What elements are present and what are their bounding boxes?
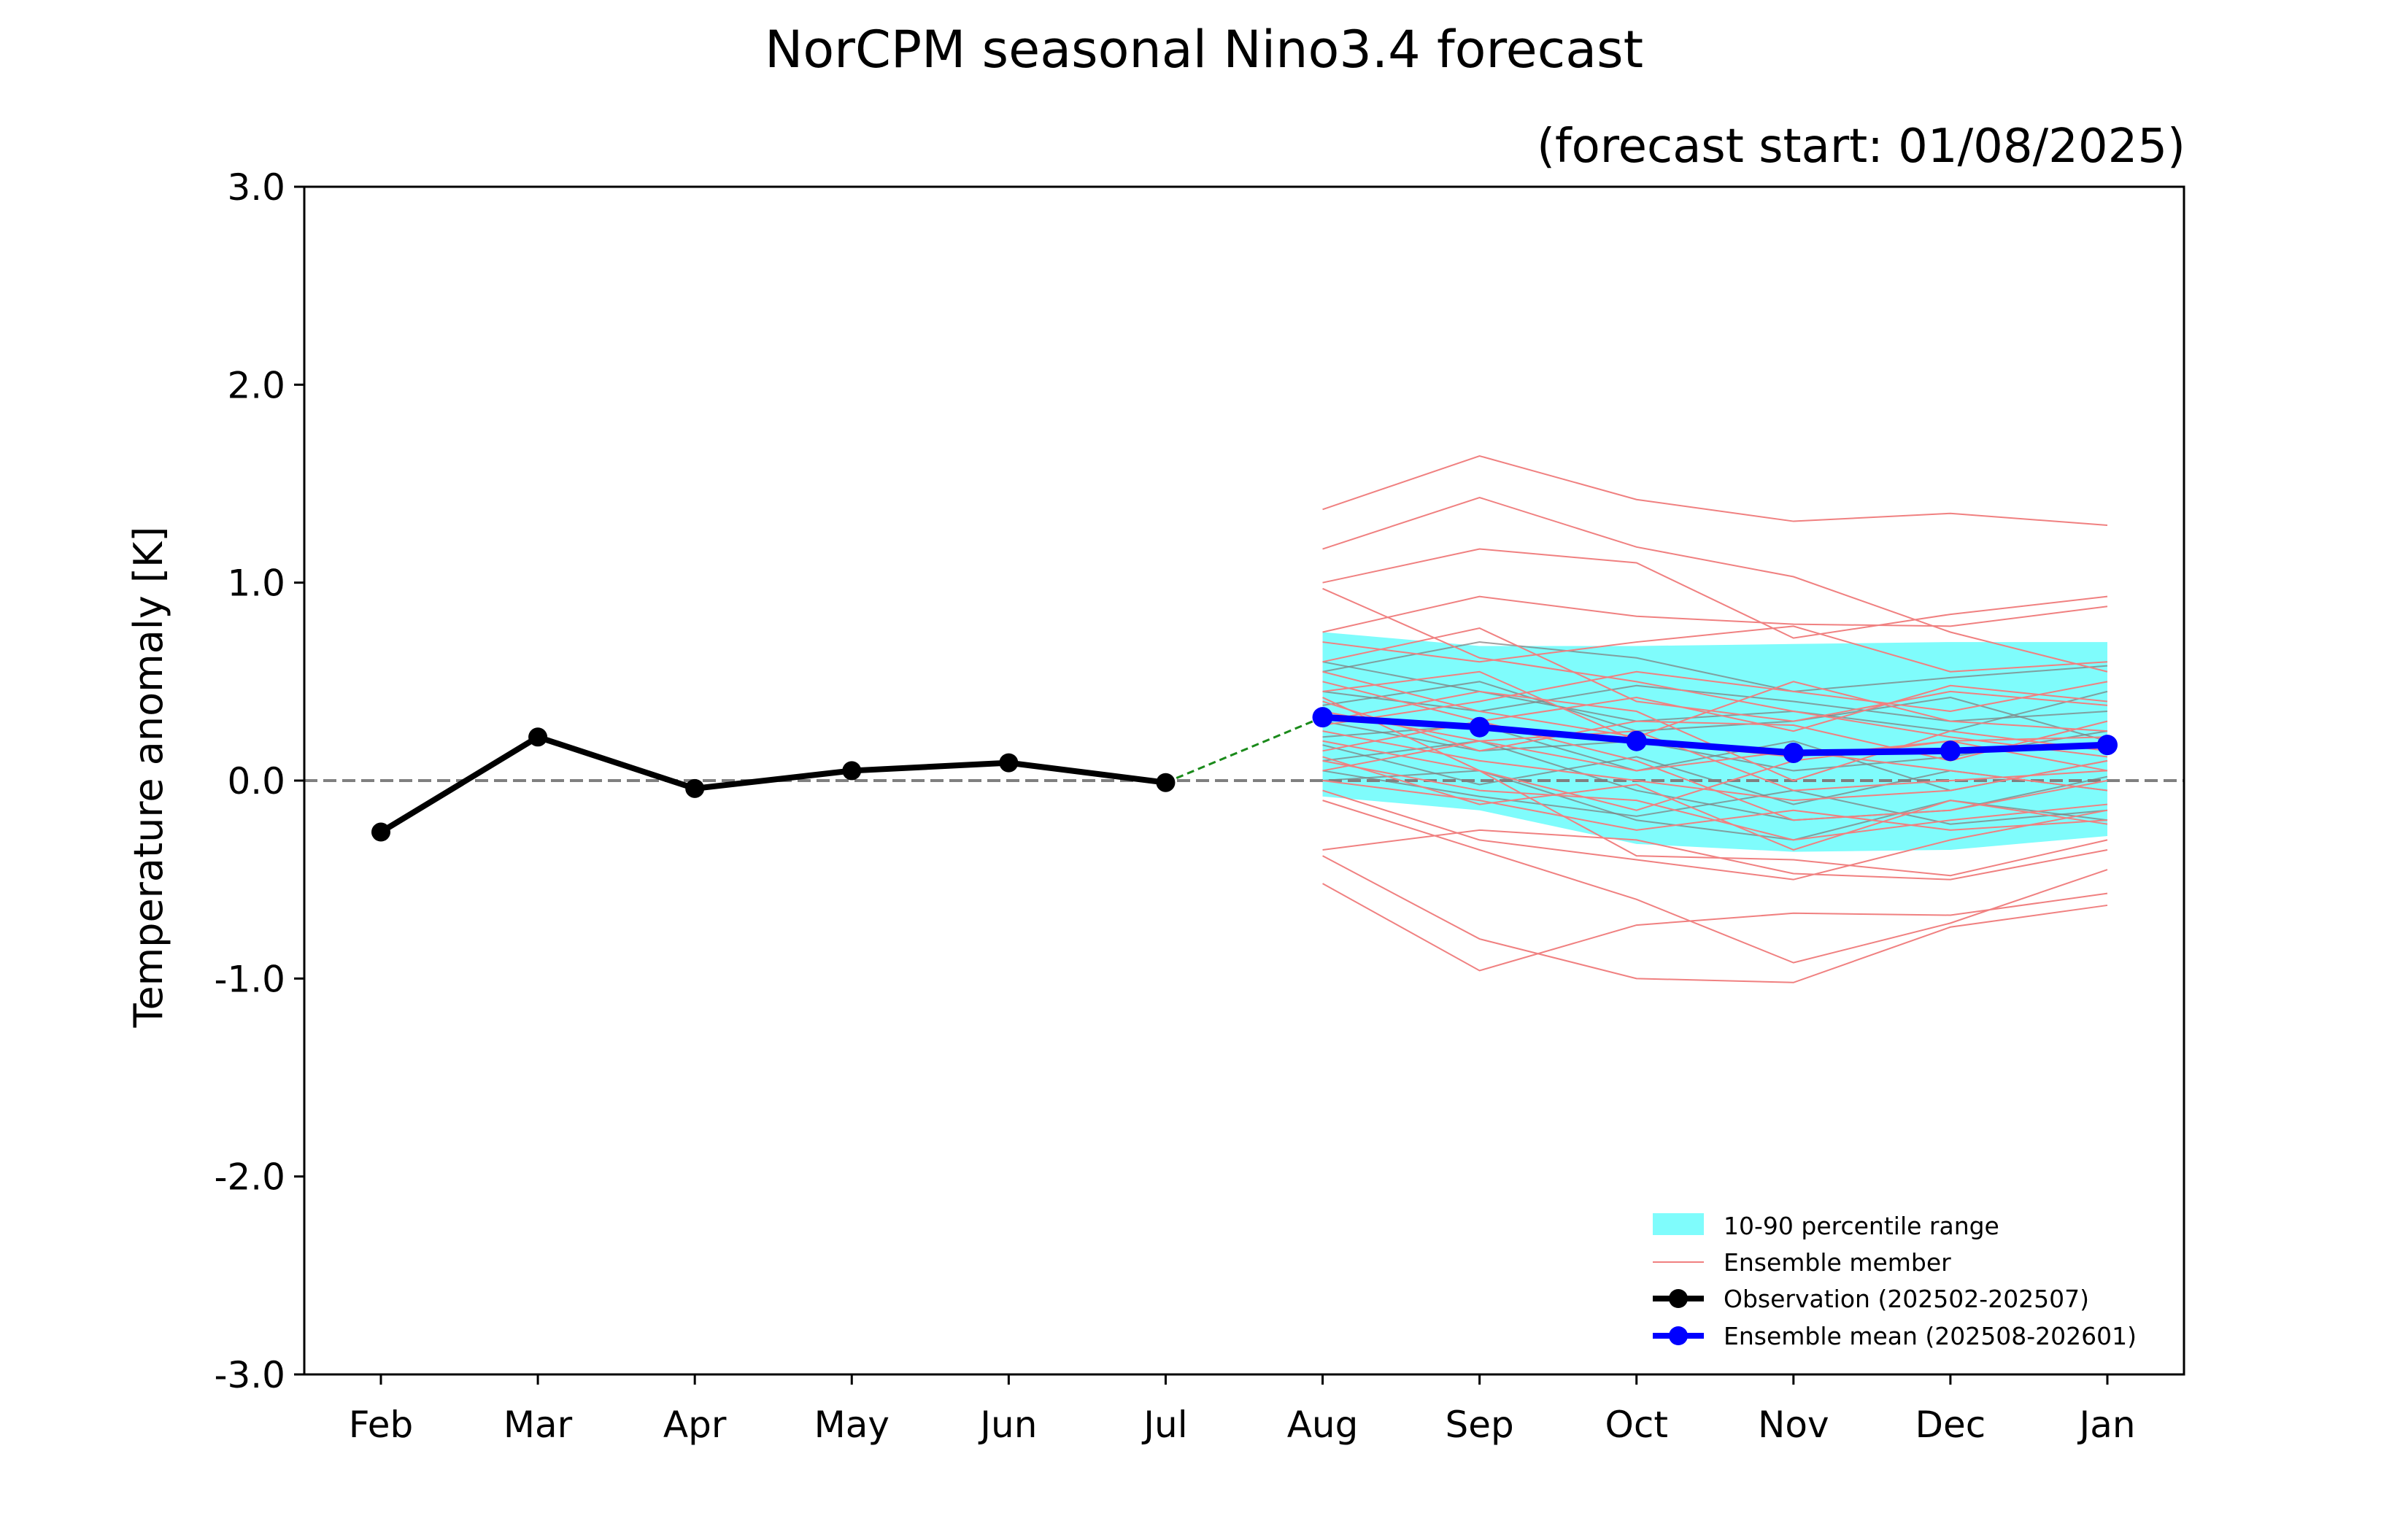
legend: 10-90 percentile range Ensemble member O…	[1653, 1212, 2137, 1350]
ensemble-member-line	[1322, 800, 2108, 964]
ensemble-mean-point	[1940, 740, 1961, 762]
ensemble-member-line	[1322, 548, 2108, 639]
ensemble-member-line	[1322, 736, 2108, 811]
x-tick-label: Dec	[1915, 1404, 1986, 1446]
observation-point	[685, 778, 705, 798]
observation-point	[842, 761, 862, 781]
ensemble-member-line	[1322, 496, 2108, 673]
ensemble-member-line	[1322, 625, 2108, 673]
y-tick-label: 0.0	[227, 760, 285, 802]
x-tick-label: Oct	[1605, 1404, 1668, 1446]
x-tick-label: Sep	[1446, 1404, 1514, 1446]
legend-mean-marker	[1669, 1326, 1688, 1345]
y-tick-label: -3.0	[214, 1354, 285, 1396]
ensemble-member-grey-line	[1322, 681, 2108, 742]
ensemble-member-line	[1322, 883, 2108, 972]
y-tick-label: 3.0	[227, 166, 285, 209]
observation-point	[999, 753, 1019, 773]
legend-observation-marker	[1669, 1289, 1688, 1308]
legend-member-label: Ensemble member	[1724, 1248, 1951, 1277]
x-tick-label: Nov	[1758, 1404, 1829, 1446]
percentile-band	[1322, 632, 2107, 852]
y-tick-label: 1.0	[227, 562, 285, 605]
x-tick-label: Feb	[349, 1404, 414, 1446]
ensemble-mean-point	[1626, 730, 1647, 751]
ensemble-mean-point	[2097, 735, 2118, 756]
observation-line	[379, 734, 1166, 835]
x-tick-label: Jun	[978, 1404, 1037, 1446]
chart-subtitle: (forecast start: 01/08/2025)	[1537, 120, 2185, 174]
ensemble-mean-point	[1783, 743, 1804, 764]
ensemble-member-line	[1322, 730, 2108, 792]
obs-to-forecast-connector	[1165, 716, 1324, 784]
observation-point	[371, 822, 390, 842]
ensemble-member-line	[1322, 454, 2108, 526]
ensemble-mean-line	[1322, 713, 2108, 757]
x-tick-label: Mar	[503, 1404, 573, 1446]
y-axis: -3.0 -2.0 -1.0 0.0 1.0 2.0 3.0	[214, 166, 304, 1396]
ensemble-member-line	[1322, 670, 2108, 727]
observation-point	[528, 727, 548, 747]
ensemble-member-line	[1322, 700, 2108, 762]
ensemble-member-line	[1322, 829, 2108, 881]
ensemble-member-line	[1322, 681, 2108, 732]
y-axis-label: Temperature anomaly [K]	[126, 527, 171, 1029]
ensemble-member-grey-line	[1322, 661, 2108, 732]
ensemble-member-line	[1322, 627, 2108, 722]
legend-percentile-label: 10-90 percentile range	[1724, 1212, 1999, 1240]
y-tick-label: -2.0	[214, 1156, 285, 1199]
ensemble-mean-point	[1312, 707, 1333, 728]
ensemble-member-line	[1322, 789, 2108, 881]
chart-title: NorCPM seasonal Nino3.4 forecast	[765, 20, 1643, 80]
plot-area	[304, 454, 2184, 983]
legend-mean-label: Ensemble mean (202508-202601)	[1724, 1322, 2137, 1350]
legend-percentile-swatch	[1653, 1213, 1704, 1235]
ensemble-mean-point	[1469, 716, 1490, 738]
ensemble-member-grey-line	[1322, 770, 2108, 825]
x-tick-label: May	[814, 1404, 890, 1446]
ensemble-member-line	[1322, 855, 2108, 983]
legend-observation-label: Observation (202502-202507)	[1724, 1285, 2089, 1313]
y-tick-label: -1.0	[214, 958, 285, 1000]
x-axis: Feb Mar Apr May Jun Jul Aug Sep Oct Nov Dec Jan	[349, 1374, 2136, 1446]
observation-point	[1156, 773, 1176, 792]
ensemble-member-line	[1322, 595, 2108, 633]
ensemble-member-line	[1322, 756, 2108, 851]
ensemble-member-grey-line	[1322, 684, 2108, 722]
x-tick-label: Aug	[1287, 1404, 1359, 1446]
x-tick-label: Jul	[1141, 1404, 1187, 1446]
y-tick-label: 2.0	[227, 364, 285, 406]
x-tick-label: Apr	[663, 1404, 727, 1446]
ensemble-member-line	[1322, 697, 2108, 877]
x-tick-label: Jan	[2077, 1404, 2135, 1446]
